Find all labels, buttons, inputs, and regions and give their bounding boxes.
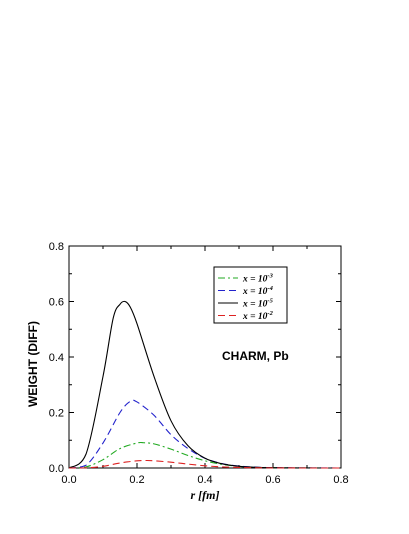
x-tick-label: 0.2 [129,474,144,486]
legend-label: x = 10-2 [242,310,274,322]
y-tick-label: 0.6 [49,297,64,309]
legend-label: x = 10-3 [242,273,274,285]
series-line-x10-3 [68,441,342,469]
series-line-x10-5 [68,300,342,469]
x-tick-label: 0.8 [333,474,348,486]
legend-label-base: x = 10 [242,300,268,310]
plot-frame [68,245,342,469]
y-tick-label: 0.4 [49,352,64,364]
legend-label-base: x = 10 [242,287,268,297]
legend-label-exponent: -3 [267,273,273,280]
plot-area-frame [68,245,342,469]
legend-label-base: x = 10 [242,275,268,285]
y-tick-label: 0.0 [49,463,64,475]
legend-label: x = 10-4 [242,285,274,297]
legend: x = 10-3x = 10-4x = 10-5x = 10-2 [213,266,288,324]
legend-label-base: x = 10 [242,312,268,322]
x-tick-label: 0.4 [197,474,212,486]
x-tick-label: 0.6 [265,474,280,486]
series-lines [68,300,342,469]
y-tick-label: 0.2 [49,408,64,420]
legend-label-exponent: -4 [267,285,273,292]
x-axis-title: r [fm] [191,488,220,502]
legend-label-exponent: -2 [267,310,273,317]
series-line-x10-2 [68,459,341,469]
y-tick-label: 0.8 [49,241,64,253]
legend-label-exponent: -5 [267,298,273,305]
x-tick-label: 0.0 [61,474,76,486]
y-axis-title: WEIGHT (DIFF) [26,321,40,407]
axis-ticks: 0.0 0.2 0.4 0.6 0.8 0.0 0.2 0.4 0.6 0.8 [49,241,349,486]
legend-box [213,266,288,324]
legend-label: x = 10-5 [242,298,274,310]
chart-annotation: CHARM, Pb [222,349,289,363]
